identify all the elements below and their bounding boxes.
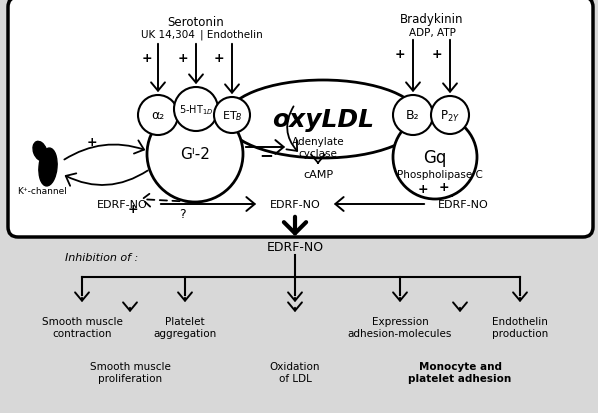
Text: EDRF-NO: EDRF-NO bbox=[267, 241, 324, 254]
Text: Gq: Gq bbox=[423, 149, 447, 166]
Text: +: + bbox=[439, 181, 449, 194]
Text: +: + bbox=[87, 136, 97, 149]
Text: Endothelin
production: Endothelin production bbox=[492, 316, 548, 338]
Text: ?: ? bbox=[179, 208, 185, 221]
Text: Oxidation
of LDL: Oxidation of LDL bbox=[270, 361, 321, 383]
Text: Smooth muscle
contraction: Smooth muscle contraction bbox=[42, 316, 123, 338]
Text: Gᴵ-2: Gᴵ-2 bbox=[180, 147, 210, 162]
Text: EDRF-NO: EDRF-NO bbox=[97, 199, 147, 209]
Text: Phospholipase C: Phospholipase C bbox=[397, 170, 483, 180]
Text: | Endothelin: | Endothelin bbox=[200, 30, 263, 40]
Text: Expression
adhesion-molecules: Expression adhesion-molecules bbox=[348, 316, 452, 338]
Ellipse shape bbox=[39, 149, 57, 187]
Text: +: + bbox=[142, 51, 152, 64]
Circle shape bbox=[174, 88, 218, 132]
Text: Bradykinin: Bradykinin bbox=[400, 14, 464, 26]
Text: Inhibition of :: Inhibition of : bbox=[65, 252, 138, 262]
Circle shape bbox=[393, 116, 477, 199]
FancyBboxPatch shape bbox=[8, 0, 593, 237]
Text: EDRF-NO: EDRF-NO bbox=[270, 199, 321, 209]
Ellipse shape bbox=[225, 81, 420, 159]
Text: K⁺-channel: K⁺-channel bbox=[17, 187, 67, 196]
Circle shape bbox=[393, 96, 433, 136]
Text: +: + bbox=[432, 48, 443, 62]
Text: cAMP: cAMP bbox=[303, 170, 333, 180]
Text: B₂: B₂ bbox=[406, 109, 420, 122]
Circle shape bbox=[138, 96, 178, 136]
Text: ADP, ATP: ADP, ATP bbox=[408, 28, 456, 38]
Text: oxyLDL: oxyLDL bbox=[272, 108, 374, 132]
Text: +: + bbox=[128, 203, 138, 216]
Circle shape bbox=[214, 98, 250, 134]
Text: ET$_B$: ET$_B$ bbox=[222, 109, 242, 123]
Text: Serotonin: Serotonin bbox=[167, 15, 224, 28]
Text: α₂: α₂ bbox=[151, 109, 164, 122]
Text: Adenylate
cyclase: Adenylate cyclase bbox=[292, 137, 344, 159]
Circle shape bbox=[431, 97, 469, 135]
Text: Smooth muscle
proliferation: Smooth muscle proliferation bbox=[90, 361, 170, 383]
Ellipse shape bbox=[33, 142, 47, 161]
Text: +: + bbox=[417, 183, 428, 196]
Text: −: − bbox=[259, 146, 273, 164]
Circle shape bbox=[147, 107, 243, 202]
Text: UK 14,304: UK 14,304 bbox=[141, 30, 195, 40]
Text: EDRF-NO: EDRF-NO bbox=[438, 199, 489, 209]
Text: +: + bbox=[213, 51, 224, 64]
Text: P$_{2Y}$: P$_{2Y}$ bbox=[440, 108, 460, 123]
Text: 5-HT$_{1D}$: 5-HT$_{1D}$ bbox=[179, 103, 213, 116]
Text: +: + bbox=[395, 48, 405, 62]
Text: Platelet
aggregation: Platelet aggregation bbox=[153, 316, 216, 338]
Text: +: + bbox=[178, 51, 188, 64]
Text: Monocyte and
platelet adhesion: Monocyte and platelet adhesion bbox=[408, 361, 512, 383]
